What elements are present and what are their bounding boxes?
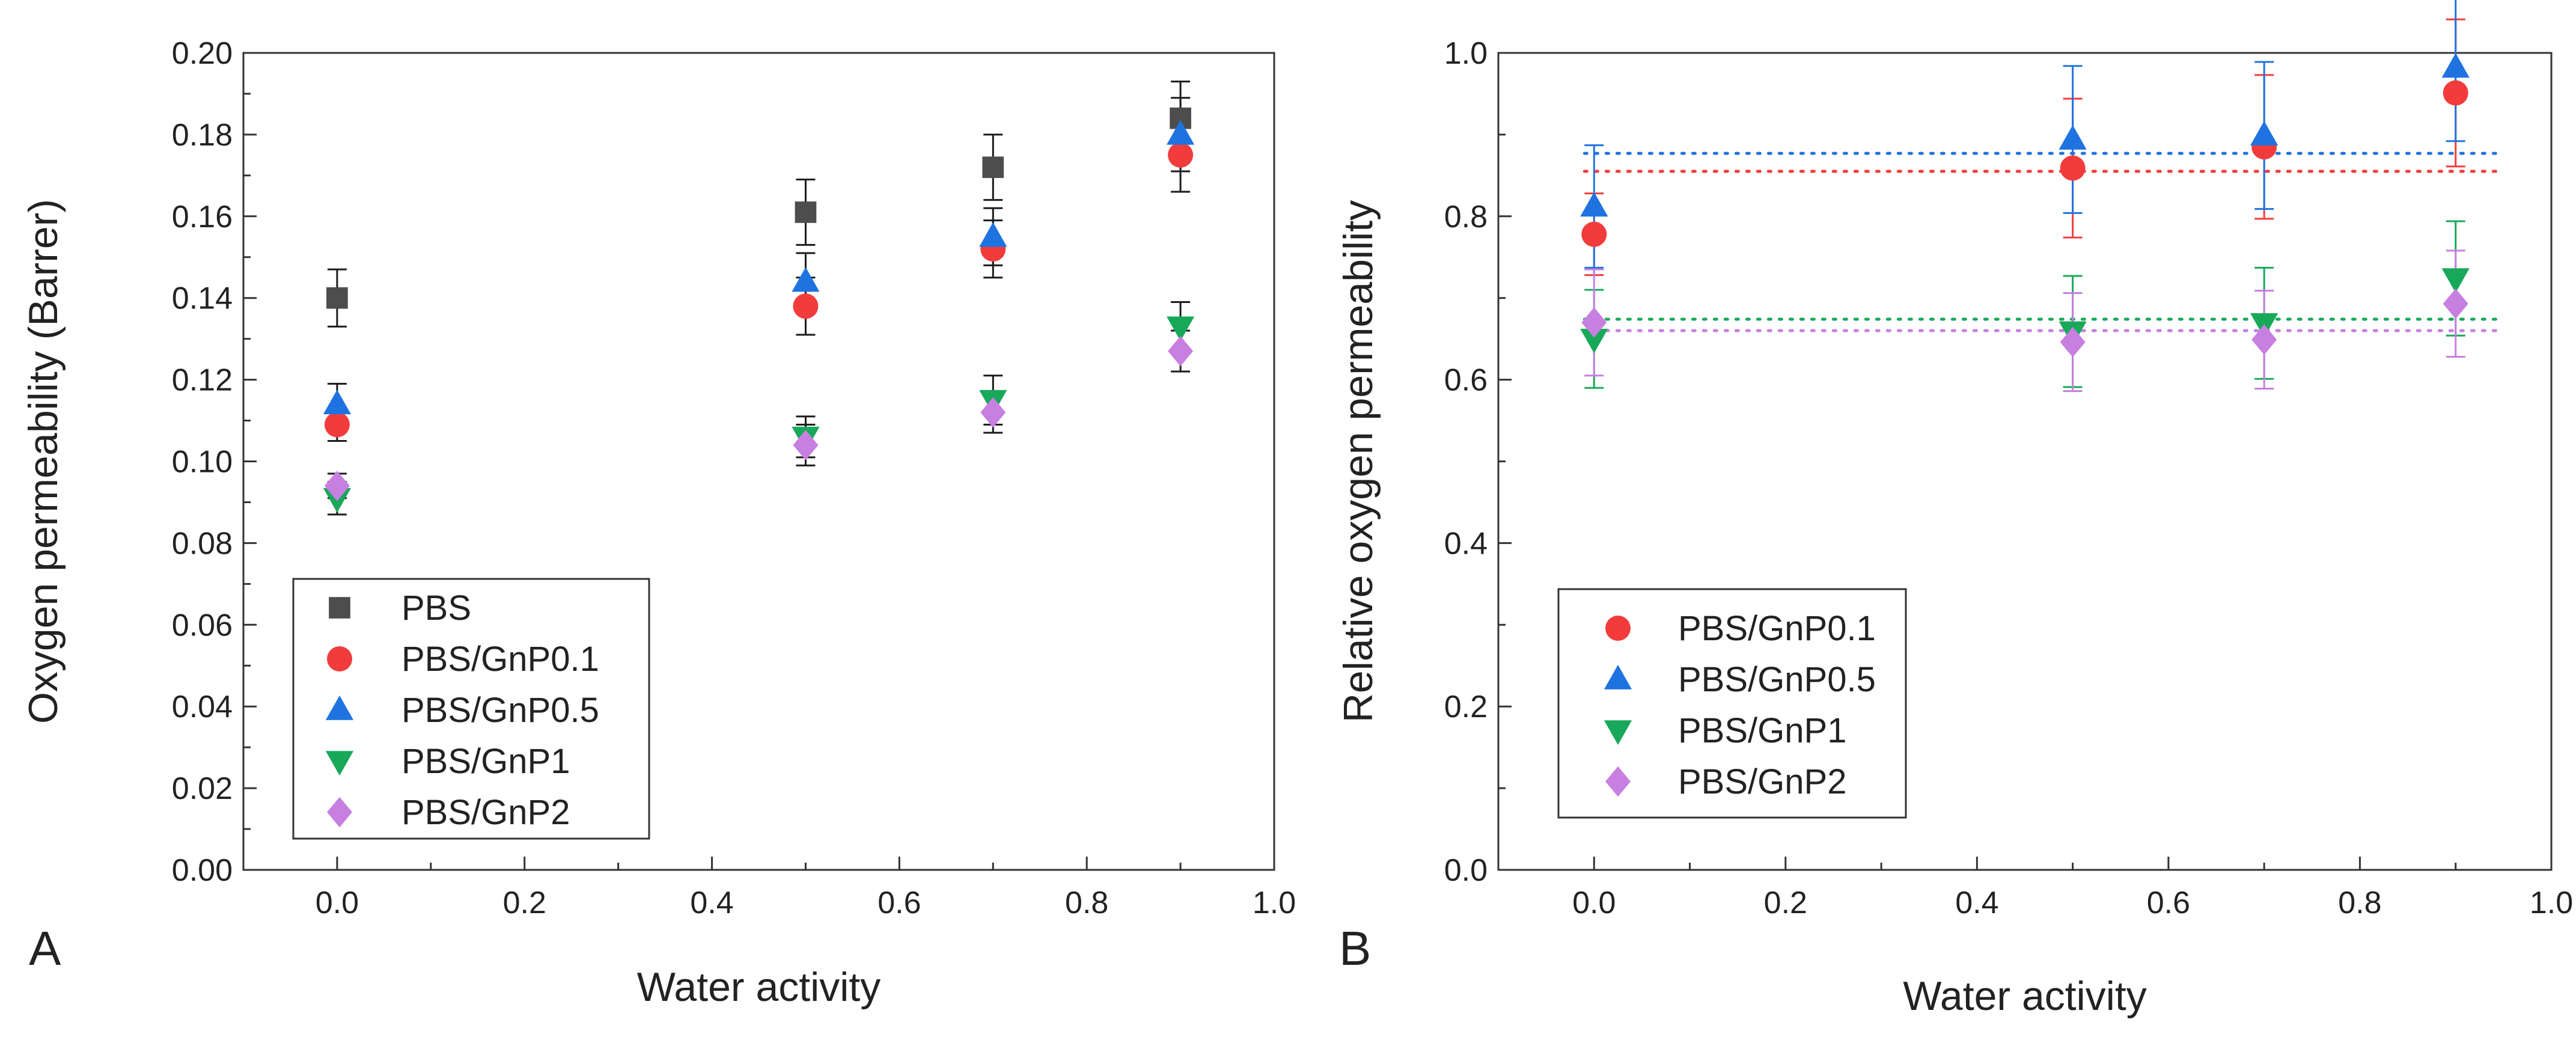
panel-a-legend-marker xyxy=(327,797,352,828)
panel-a-data-point xyxy=(1166,120,1195,145)
panel-a-data-point xyxy=(1168,142,1194,168)
panel-a-legend-label: PBS/GnP0.1 xyxy=(401,640,599,679)
panel-b-legend-marker xyxy=(1605,766,1631,797)
panel-a-x-tick-label: 0.4 xyxy=(690,886,733,920)
panel-a-label: A xyxy=(29,922,61,975)
panel-a-y-tick-label: 0.08 xyxy=(172,526,233,561)
panel-a-x-tick-label: 0.2 xyxy=(503,886,546,920)
panel-a-x-tick-label: 1.0 xyxy=(1253,886,1296,920)
panel-a-y-tick-label: 0.12 xyxy=(172,363,233,398)
panel-b-data-point xyxy=(2060,155,2086,181)
panel-b-x-tick-label: 0.0 xyxy=(1572,886,1616,920)
panel-a-data-point xyxy=(1168,335,1194,367)
panel-a-data-point xyxy=(792,267,820,292)
panel-b-label: B xyxy=(1339,922,1371,975)
panel-a-data-point xyxy=(793,293,819,319)
panel-a-y-tick-label: 0.02 xyxy=(172,771,233,806)
panel-b-y-tick-label: 0.4 xyxy=(1444,526,1488,561)
panel-a-data-point xyxy=(979,222,1007,247)
panel-b-data-point xyxy=(2060,326,2086,358)
panel-b-data-point xyxy=(2441,268,2470,293)
panel-b-data-point xyxy=(2251,324,2277,355)
panel-a-y-tick-label: 0.00 xyxy=(172,853,233,888)
panel-a-y-tick-label: 0.16 xyxy=(172,200,233,234)
panel-b-legend-label: PBS/GnP2 xyxy=(1678,762,1846,801)
panel-b-data-point xyxy=(2443,289,2468,319)
panel-b-y-tick-label: 0.2 xyxy=(1444,690,1488,724)
panel-a-legend-box xyxy=(292,578,650,840)
panel-b-x-tick-label: 0.6 xyxy=(2147,886,2190,920)
panel-b-data-point xyxy=(2059,124,2087,150)
panel-b-legend-label: PBS/GnP1 xyxy=(1678,711,1846,750)
panel-a-legend-marker xyxy=(329,597,350,619)
panel-a-y-tick-label: 0.18 xyxy=(172,118,233,153)
panel-a-y-tick-label: 0.04 xyxy=(172,690,233,724)
panel-b-x-axis-title: Water activity xyxy=(1903,973,2147,1019)
panel-a-x-axis-title: Water activity xyxy=(637,964,881,1010)
panel-a-data-point xyxy=(326,287,348,309)
panel-b-chart: 0.0 0.2 0.4 0.6 0.8 1.0 0.0 0.2 0.4 0.6 0.8 1.0 Wate… xyxy=(1335,0,2573,1019)
panel-a-x-tick-label: 0.8 xyxy=(1065,886,1108,920)
panel-a-legend-marker xyxy=(325,695,354,720)
panel-a-y-axis-title: Oxygen permeability (Barrer) xyxy=(20,199,66,724)
panel-b-data-point xyxy=(2441,53,2470,78)
panel-b-y-tick-label: 0.8 xyxy=(1444,200,1488,234)
panel-b-y-tick-label: 1.0 xyxy=(1444,36,1488,71)
panel-a-y-tick-label: 0.10 xyxy=(172,445,233,480)
panel-a-legend-label: PBS xyxy=(401,589,471,628)
panel-b-x-tick-label: 1.0 xyxy=(2530,886,2573,920)
panel-a-data-point xyxy=(982,156,1004,179)
panel-b-y-tick-label: 0.0 xyxy=(1444,853,1488,888)
panel-b-data-point xyxy=(1581,221,1607,247)
panel-a-data-point xyxy=(980,397,1006,428)
panel-b-data-point xyxy=(2250,121,2278,146)
panel-a-data-point xyxy=(793,430,819,460)
panel-a-chart: 0.0 0.2 0.4 0.6 0.8 1.0 0.00 0.02 0.04 0.06 0.08 0.… xyxy=(20,36,1296,1010)
panel-b-data-point xyxy=(1580,192,1608,217)
panel-a-legend-label: PBS/GnP1 xyxy=(401,742,570,781)
panel-a-data-point xyxy=(324,412,350,438)
panel-a-legend-label: PBS/GnP2 xyxy=(401,793,570,832)
panel-b-legend-label: PBS/GnP0.5 xyxy=(1678,660,1876,699)
panel-b-x-tick-label: 0.4 xyxy=(1955,886,1998,920)
panel-b-x-tick-label: 0.2 xyxy=(1764,886,1807,920)
panel-a-legend-marker xyxy=(325,751,354,776)
panel-b-legend-marker xyxy=(1604,720,1632,745)
panel-b-data-point xyxy=(1581,307,1607,338)
panel-b-y-axis-title: Relative oxygen permeability xyxy=(1335,200,1381,723)
panel-a-y-tick-label: 0.14 xyxy=(172,281,233,316)
panel-a-x-tick-label: 0.6 xyxy=(877,886,921,920)
panel-a-data-point xyxy=(795,201,817,223)
panel-a-legend-label: PBS/GnP0.5 xyxy=(401,691,599,730)
panel-b-legend: PBS/GnP0.1 PBS/GnP0.5 PBS/GnP1 PBS/GnP2 xyxy=(1557,588,1907,819)
panel-b-legend-label: PBS/GnP0.1 xyxy=(1678,609,1876,648)
panel-a-x-tick-label: 0.0 xyxy=(316,886,359,920)
panel-a-legend-marker xyxy=(327,646,352,671)
panel-b-y-tick-label: 0.6 xyxy=(1444,363,1488,398)
panel-b-data-point xyxy=(1580,328,1608,353)
panel-b-legend-marker xyxy=(1605,616,1631,641)
panel-a-y-tick-label: 0.06 xyxy=(172,608,233,643)
panel-b-legend-marker xyxy=(1604,664,1632,690)
panel-a-data-point xyxy=(324,471,350,501)
panel-a-y-tick-label: 0.20 xyxy=(172,36,233,71)
panel-b-x-tick-label: 0.8 xyxy=(2338,886,2381,920)
panel-a-legend: PBS PBS/GnP0.1 PBS/GnP0.5 PBS/GnP1 PBS/GnP2 xyxy=(292,578,650,840)
panel-b-data-point xyxy=(2443,80,2468,106)
panel-a-data-point xyxy=(323,390,352,415)
panel-a-data-point xyxy=(1166,316,1195,341)
